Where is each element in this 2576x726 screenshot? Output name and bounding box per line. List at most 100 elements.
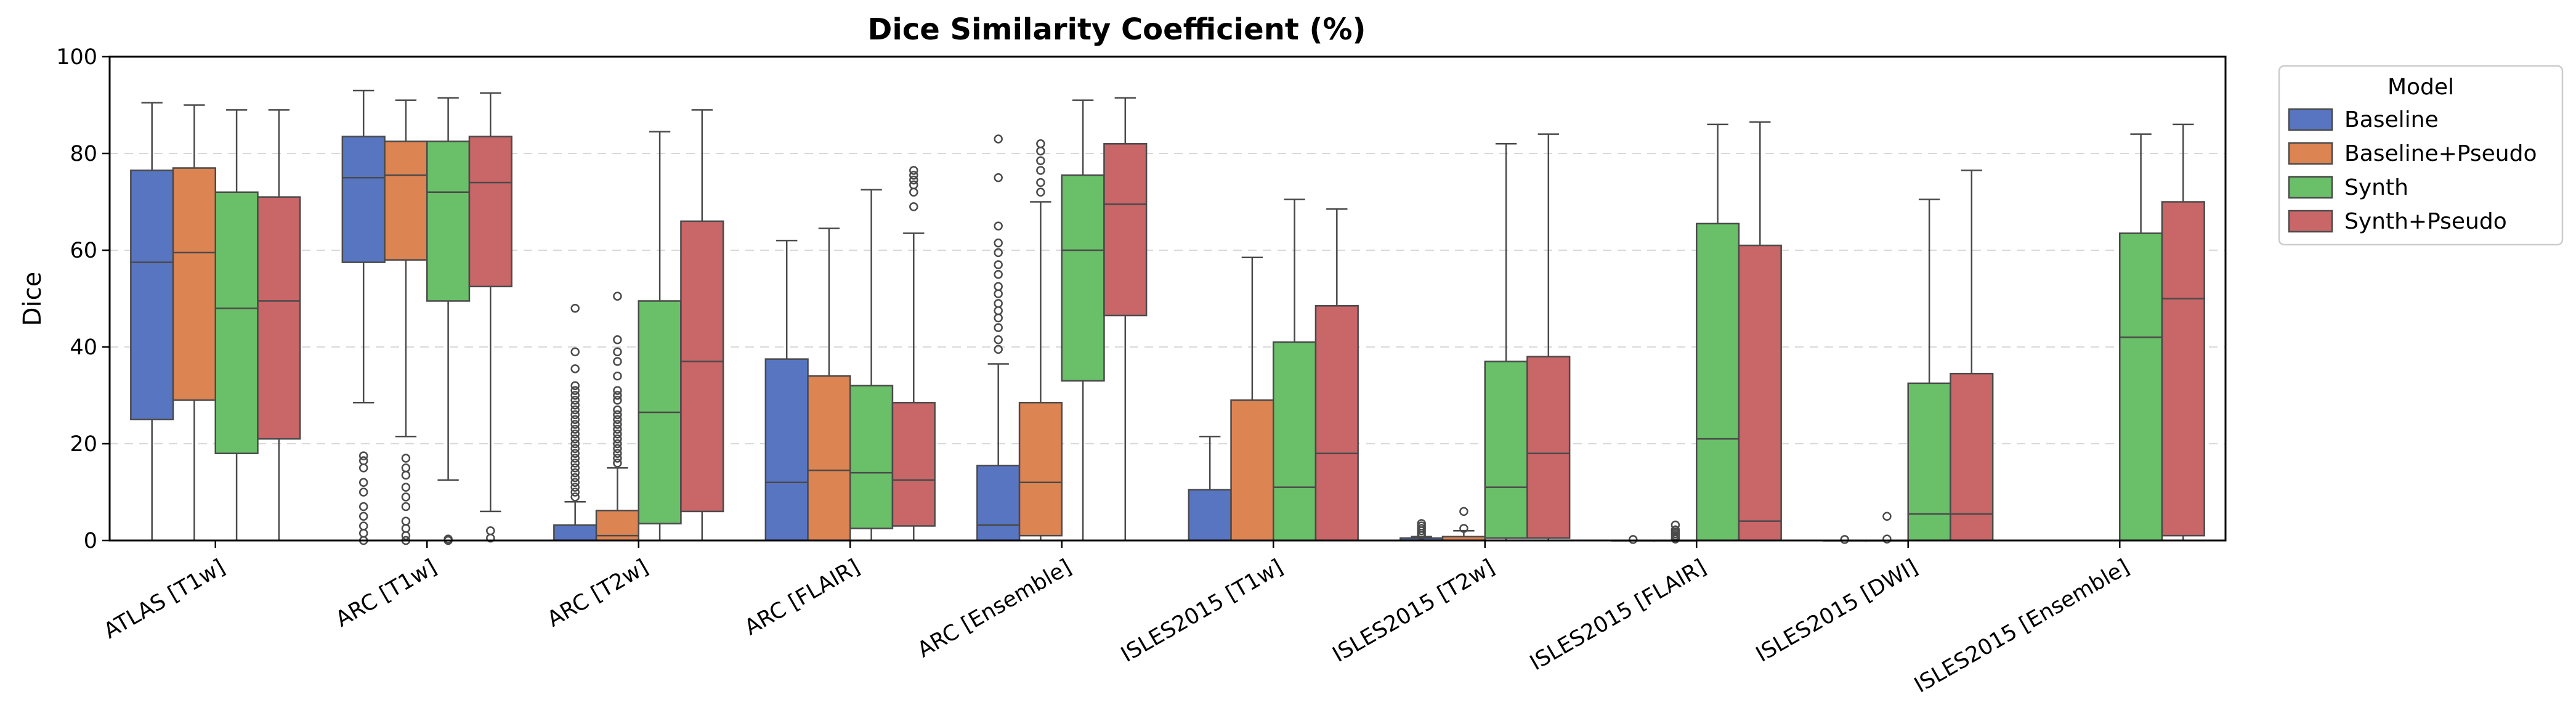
legend-title: Model [2388,75,2454,100]
boxplot-baseline-6 [1399,519,1444,542]
outlier-point [358,528,368,538]
outlier-point [994,335,1003,345]
outlier-point [994,299,1003,308]
outlier-point [570,454,580,463]
outlier-point [570,410,580,420]
outlier-point [1036,156,1045,166]
outlier-point [613,425,622,434]
boxplot-synth-pseudo-3 [891,166,936,542]
outlier-point [613,357,622,366]
box [1314,305,1359,542]
x-axis: ATLAS [T1w] ARC [T1w] ARC [T2w] ARC [FLAIR]… [100,540,2134,698]
outlier-point [1671,525,1680,534]
x-tick-label: ARC [Ensemble] [913,555,1075,663]
outlier-point [909,202,918,211]
boxplot-synth-pseudo-9 [2161,123,2205,542]
outlier-point [358,456,368,465]
boxplot-synth-6 [1484,143,1528,542]
outlier-point [358,487,368,497]
outlier-point [401,470,411,480]
outlier-point [570,468,580,478]
x-tick-label: ATLAS [T1w] [100,555,229,644]
box [1273,341,1317,542]
box [1230,399,1274,542]
legend-item-synth[interactable]: Synth [2288,175,2408,200]
grid-lines [110,153,2226,444]
box [468,136,512,288]
outlier-point [486,526,495,536]
legend-item-synth-pseudo[interactable]: Synth+Pseudo [2288,209,2507,234]
box [1696,222,1740,542]
outlier-point [570,473,580,483]
outlier-point [570,364,580,373]
outlier-point [570,347,580,357]
box [807,375,851,542]
boxplot-baseline-pseudo-7 [1653,520,1698,544]
box-groups [130,89,2205,545]
x-tick-label: ISLES2015 [Ensemble] [1910,555,2134,698]
outlier-point [444,534,453,544]
outlier-point [613,335,622,345]
outlier-point [570,444,580,454]
outlier-point [613,386,622,395]
outlier-point [613,415,622,424]
outlier-point [994,221,1003,230]
boxplot-synth-pseudo-8 [1950,169,1994,542]
outlier-point [613,391,622,400]
outlier-point [570,303,580,313]
box [384,141,428,261]
box [1188,489,1232,542]
outlier-point [570,492,580,502]
box [2119,232,2163,542]
outlier-point [1671,520,1680,530]
legend[interactable]: Model Baseline Baseline+Pseudo Synth Synth+P… [2278,65,2564,246]
chart-title: Dice Similarity Coefficient (%) [868,12,1366,47]
outlier-point [401,483,411,492]
outlier-point [909,171,918,180]
x-tick-label: ISLES2015 [T1w] [1117,555,1287,667]
box [891,402,936,527]
box [764,358,809,542]
outlier-point [613,292,622,301]
boxplot-baseline-pseudo-4 [1018,139,1063,542]
outlier-point [613,434,622,444]
outlier-point [1840,535,1849,544]
outlier-point [358,521,368,531]
outlier-point [909,166,918,175]
outlier-point [994,173,1003,182]
outlier-point [358,512,368,521]
outlier-point [909,180,918,190]
y-axis-label: Dice [18,272,47,327]
boxplot-synth-2 [638,131,682,542]
outlier-point [613,430,622,439]
boxplot-baseline-8 [1823,535,1867,544]
outlier-point [613,449,622,458]
plot-area-frame [108,55,2227,542]
outlier-point [909,187,918,197]
y-tick-label: 60 [70,239,97,263]
boxplot-baseline-0 [130,102,174,542]
box [172,167,216,401]
outlier-point [1459,524,1468,533]
boxplot-baseline-pseudo-5 [1230,256,1274,542]
outlier-point [570,434,580,444]
boxplot-synth-pseudo-1 [468,92,512,543]
outlier-point [401,516,411,526]
legend-item-baseline-pseudo[interactable]: Baseline+Pseudo [2288,141,2537,166]
y-tick-label: 40 [70,335,97,360]
x-tick-label: ISLES2015 [T2w] [1329,555,1499,667]
box [2161,201,2205,537]
boxplot-synth-9 [2119,133,2163,542]
y-tick-label: 20 [70,432,97,457]
outlier-point [570,400,580,410]
box [553,524,597,542]
box [1018,402,1063,537]
outlier-point [570,391,580,400]
outlier-point [570,420,580,429]
boxplot-baseline-pseudo-3 [807,227,851,542]
boxplot-synth-1 [426,97,471,545]
boxplot-baseline-1 [341,89,386,545]
box [976,465,1021,542]
legend-item-baseline[interactable]: Baseline [2288,107,2439,133]
outlier-point [613,454,622,463]
